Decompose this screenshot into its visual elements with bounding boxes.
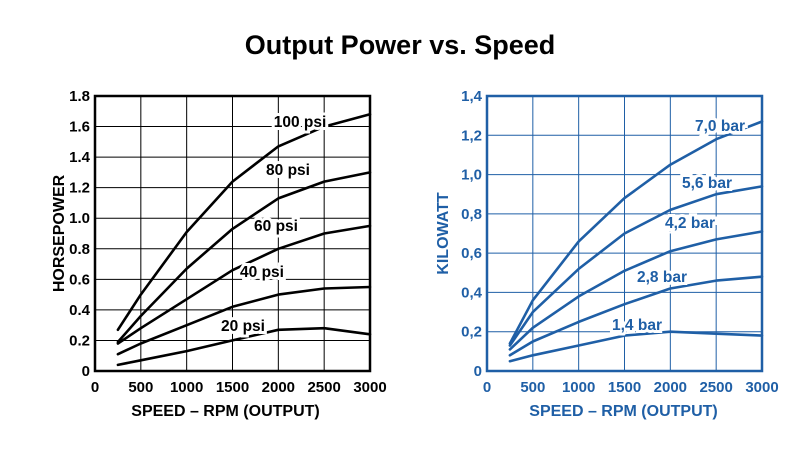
chart-title: Output Power vs. Speed <box>244 30 556 60</box>
series-label: 100 psi <box>274 114 327 131</box>
plot-frame <box>93 94 372 373</box>
x-tick-label: 2500 <box>307 379 340 396</box>
x-tick-label: 500 <box>128 379 153 396</box>
series-line <box>508 330 764 363</box>
y-tick-label: 0 <box>474 363 482 380</box>
x-tick-label: 0 <box>91 379 99 396</box>
series-line <box>508 120 764 345</box>
y-tick-label: 1,0 <box>461 167 482 184</box>
y-tick-label: 1.4 <box>69 149 91 166</box>
series-label: 4,2 bar <box>665 215 715 232</box>
plot-frame <box>485 94 764 373</box>
series-line <box>508 275 764 357</box>
x-tick-label: 3000 <box>745 379 778 396</box>
y-tick-label: 1.0 <box>69 210 90 227</box>
series-line <box>508 185 764 347</box>
x-tick-label: 0 <box>483 379 491 396</box>
chart-panel-2: 0 500 1000 1500 2000 2500 3000 0 0,2 0,4 0,6 0,8 1,0… <box>435 88 779 420</box>
x-tick-label: 2000 <box>654 379 687 396</box>
x-tick-label: 2000 <box>262 379 295 396</box>
y-tick-label: 1,4 <box>461 88 483 105</box>
y-tick-label: 0,4 <box>461 284 483 301</box>
x-tick-label: 500 <box>520 379 545 396</box>
y-axis-label: KILOWATT <box>435 192 452 275</box>
x-tick-label: 1000 <box>562 379 595 396</box>
x-tick-label: 2500 <box>699 379 732 396</box>
x-axis-label: SPEED – RPM (OUTPUT) <box>131 403 319 420</box>
y-tick-label: 0 <box>82 363 90 380</box>
series-label: 40 psi <box>240 264 284 281</box>
series-line <box>116 113 372 332</box>
series-label: 20 psi <box>221 318 265 335</box>
chart-panel-1: 0 500 1000 1500 2000 2500 3000 0 0.2 0.4 0.6 0.8 1.0… <box>51 88 387 420</box>
y-axis-label: HORSEPOWER <box>51 174 68 292</box>
y-tick-label: 1,2 <box>461 127 482 144</box>
y-tick-label: 1.8 <box>69 88 90 105</box>
series-line <box>116 326 372 367</box>
x-tick-label: 1500 <box>608 379 641 396</box>
series-label: 60 psi <box>254 218 298 235</box>
series-label: 1,4 bar <box>612 317 662 334</box>
y-tick-label: 0.8 <box>69 241 90 258</box>
y-tick-label: 0.2 <box>69 332 90 349</box>
x-tick-label: 1500 <box>216 379 249 396</box>
series-label: 80 psi <box>266 162 310 179</box>
y-tick-label: 1.6 <box>69 119 90 136</box>
series-line <box>508 230 764 351</box>
y-tick-label: 0.4 <box>69 302 91 319</box>
x-tick-label: 1000 <box>170 379 203 396</box>
series-line <box>116 285 372 356</box>
y-tick-label: 0.6 <box>69 271 90 288</box>
series-label: 5,6 bar <box>682 175 732 192</box>
y-tick-label: 1.2 <box>69 180 90 197</box>
x-axis-label: SPEED – RPM (OUTPUT) <box>529 403 717 420</box>
y-tick-label: 0,6 <box>461 245 482 262</box>
series-label: 7,0 bar <box>695 118 745 135</box>
series-line <box>116 224 372 345</box>
y-tick-label: 0,2 <box>461 324 482 341</box>
series-line <box>116 171 372 344</box>
series-label: 2,8 bar <box>637 269 687 286</box>
x-tick-label: 3000 <box>353 379 386 396</box>
y-tick-label: 0,8 <box>461 206 482 223</box>
